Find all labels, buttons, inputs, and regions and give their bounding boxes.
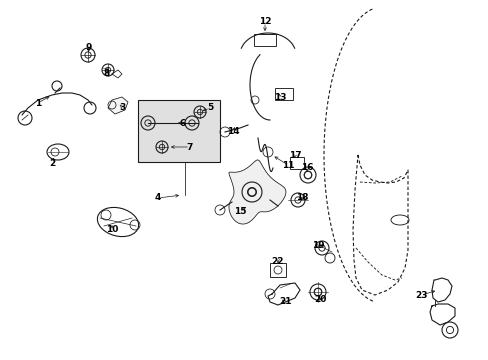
Text: 2: 2	[49, 158, 55, 167]
Text: 12: 12	[258, 18, 271, 27]
Text: 17: 17	[288, 150, 301, 159]
Text: 9: 9	[85, 42, 92, 51]
Bar	[253, 34, 275, 46]
Text: 18: 18	[295, 194, 307, 202]
Text: 16: 16	[300, 163, 313, 172]
Text: 20: 20	[313, 296, 325, 305]
Polygon shape	[108, 97, 128, 114]
Text: 10: 10	[105, 225, 118, 234]
Bar	[274, 88, 292, 100]
Text: 5: 5	[206, 104, 213, 112]
Text: 6: 6	[180, 118, 186, 127]
Text: 8: 8	[103, 69, 110, 78]
Text: 14: 14	[226, 126, 239, 135]
Text: 21: 21	[278, 297, 291, 306]
Text: 3: 3	[119, 103, 125, 112]
Text: 15: 15	[233, 207, 246, 216]
Text: 22: 22	[271, 257, 284, 266]
Bar	[269, 263, 285, 277]
Text: 11: 11	[281, 161, 294, 170]
Text: 1: 1	[35, 99, 41, 108]
Text: 19: 19	[311, 240, 324, 249]
Bar	[289, 157, 304, 169]
Bar	[138, 100, 220, 162]
Text: 4: 4	[155, 194, 161, 202]
Text: 7: 7	[186, 143, 193, 152]
Polygon shape	[228, 160, 285, 224]
Text: 13: 13	[273, 93, 285, 102]
Text: 23: 23	[415, 291, 427, 300]
